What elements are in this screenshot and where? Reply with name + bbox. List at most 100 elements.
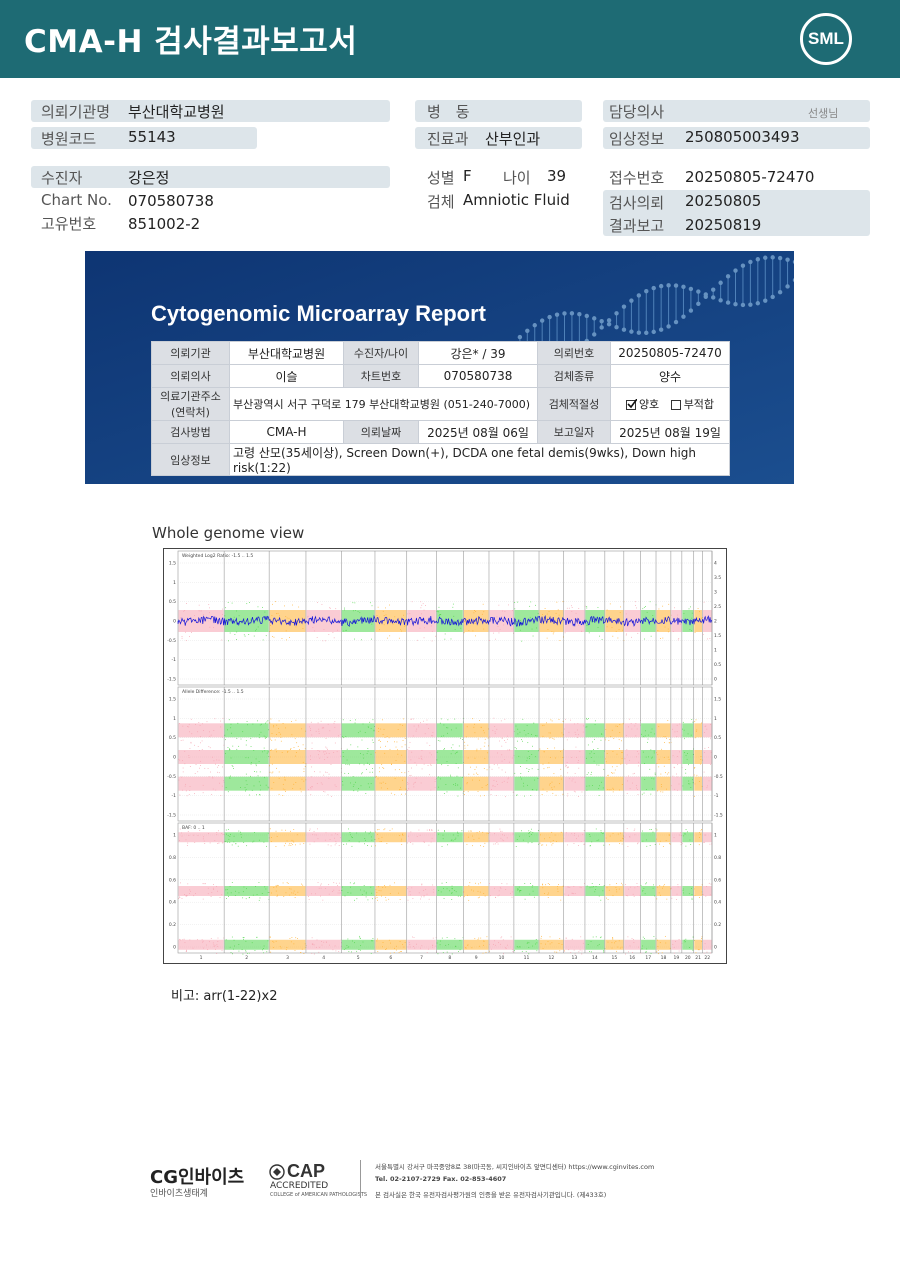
data-point <box>691 617 693 619</box>
data-point <box>685 938 687 940</box>
data-point <box>361 639 362 641</box>
data-point <box>284 779 286 781</box>
data-point <box>635 601 636 603</box>
data-point <box>275 748 277 750</box>
data-point <box>302 628 304 629</box>
data-point <box>429 830 431 831</box>
data-point <box>654 844 656 845</box>
data-point <box>260 784 261 786</box>
data-point <box>342 756 344 757</box>
data-point <box>489 639 490 641</box>
data-density-band <box>694 939 703 950</box>
data-point <box>497 895 499 897</box>
data-point <box>317 722 319 724</box>
data-point <box>589 887 591 889</box>
data-point <box>516 794 518 796</box>
data-point <box>580 630 582 632</box>
data-point <box>398 892 399 894</box>
data-point <box>325 941 327 943</box>
data-point <box>311 742 313 744</box>
data-point <box>624 758 626 759</box>
chromosome-label: 5 <box>357 955 360 961</box>
data-point <box>451 899 453 900</box>
hospital-code-value: 55143 <box>128 128 176 146</box>
sml-logo: SML <box>800 13 852 65</box>
data-point <box>582 725 584 727</box>
data-point <box>706 886 707 887</box>
data-point <box>233 768 234 769</box>
table-header-cell: 차트번호 <box>343 364 419 388</box>
dna-node <box>651 285 656 291</box>
data-point <box>669 742 670 744</box>
data-point <box>423 842 425 843</box>
data-point <box>589 835 591 837</box>
y-tick-label-left: 0.6 <box>169 877 176 883</box>
data-point <box>434 781 436 782</box>
data-point <box>389 748 391 750</box>
data-point <box>291 937 293 938</box>
data-point <box>686 831 688 833</box>
data-point <box>385 896 387 898</box>
data-point <box>588 785 590 787</box>
data-point <box>250 763 252 765</box>
data-point <box>285 616 287 617</box>
data-point <box>599 884 600 885</box>
data-point <box>412 735 414 737</box>
data-point <box>282 788 284 790</box>
data-point <box>606 626 608 628</box>
data-point <box>459 940 461 942</box>
data-point <box>595 828 597 830</box>
data-point <box>353 883 355 885</box>
data-point <box>656 951 658 953</box>
data-density-band <box>682 939 694 950</box>
data-point <box>527 941 529 943</box>
data-point <box>493 843 495 845</box>
data-point <box>401 844 403 845</box>
data-point <box>203 947 204 949</box>
data-point <box>181 835 183 837</box>
data-point <box>454 753 456 755</box>
data-point <box>614 769 616 771</box>
data-point <box>265 888 267 890</box>
data-point <box>328 634 330 635</box>
dna-node <box>658 283 664 289</box>
data-point <box>278 728 280 730</box>
data-point <box>225 889 227 891</box>
data-point <box>277 612 279 614</box>
data-point <box>594 720 596 722</box>
data-point <box>474 622 476 624</box>
data-point <box>508 761 510 763</box>
table-cell: 강은* / 39 <box>418 341 538 365</box>
data-point <box>645 606 646 607</box>
data-point <box>586 606 588 607</box>
data-point <box>359 730 361 732</box>
data-point <box>351 836 352 838</box>
data-point <box>637 842 639 844</box>
data-point <box>288 844 290 846</box>
data-point <box>532 945 534 947</box>
data-point <box>600 830 602 832</box>
data-point <box>272 946 274 948</box>
data-point <box>656 838 657 840</box>
data-point <box>546 613 548 615</box>
data-point <box>326 752 327 754</box>
data-density-band <box>306 832 341 843</box>
data-density-band <box>605 610 624 632</box>
data-point <box>581 791 583 793</box>
data-point <box>695 719 697 721</box>
data-point <box>465 947 467 949</box>
data-point <box>430 763 432 765</box>
data-point <box>376 775 378 777</box>
data-point <box>432 945 434 946</box>
table-cell: 2025년 08월 06일 <box>418 420 538 444</box>
data-point <box>625 884 627 886</box>
data-point <box>676 899 677 900</box>
data-point <box>703 952 705 954</box>
data-point <box>694 895 696 897</box>
data-point <box>505 948 507 949</box>
data-point <box>353 790 355 792</box>
data-point <box>243 938 244 940</box>
data-point <box>377 606 379 608</box>
data-density-band <box>341 886 375 896</box>
data-point <box>222 608 223 610</box>
